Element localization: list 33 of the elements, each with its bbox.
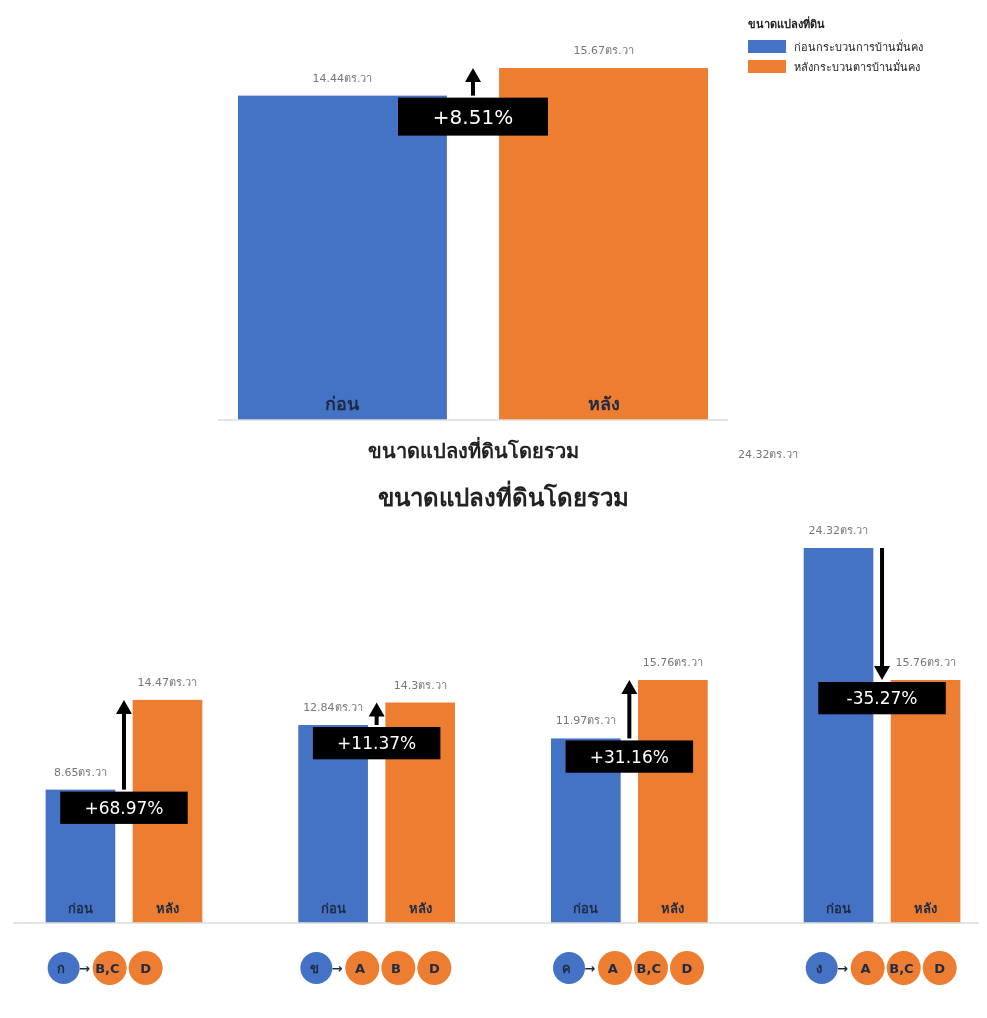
text: หลัง: [914, 901, 938, 916]
series-label: หลัง: [155, 901, 179, 916]
text: ก่อน: [573, 901, 599, 916]
annotation: +31.16%: [589, 746, 669, 767]
text: 24.32ตร.วา: [738, 448, 798, 461]
category-label: ข → A B D: [309, 961, 440, 976]
annotation: +8.51%: [432, 104, 514, 129]
legend-label: ก่อนกระบวนการบ้านมั่นคง: [794, 39, 923, 54]
series-label: ก่อน: [67, 901, 93, 916]
category-label: ง → A B,C D: [816, 961, 946, 976]
data-label: 8.65ตร.วา: [53, 765, 107, 779]
data-label: 15.67ตร.วา: [573, 44, 634, 57]
annotation: -35.27%: [846, 688, 918, 709]
data-label: 14.47ตร.วา: [137, 675, 198, 689]
legend-label: หลังกระบวนตารบ้านมั่นคง: [794, 59, 920, 74]
data-label: 12.84ตร.วา: [303, 701, 364, 715]
category-label: ก → B,C D: [57, 961, 152, 976]
text: ก่อน: [826, 901, 852, 916]
legend-title: ขนาดแปลงที่ดิน: [748, 16, 825, 31]
x-axis-title: ขนาดแปลงที่ดินโดยรวม: [367, 436, 579, 463]
text: หลัง: [408, 901, 432, 916]
annotation: +68.97%: [84, 797, 164, 818]
text: ก่อน: [320, 901, 346, 916]
text: หลัง: [661, 901, 685, 916]
annotation: +11.37%: [337, 733, 417, 754]
data-label: 24.32ตร.วา: [808, 524, 869, 537]
data-label: 15.76ตร.วา: [642, 655, 703, 669]
data-label: 11.97ตร.วา: [555, 714, 616, 728]
data-label: 14.44ตร.วา: [312, 71, 373, 85]
data-label: 14.3ตร.วา: [393, 678, 447, 692]
chart-title: ขนาดแปลงที่ดินโดยรวม: [377, 480, 629, 512]
category-label: ค → A B,C D: [562, 961, 693, 976]
data-label: 15.76ตร.วา: [895, 655, 956, 669]
